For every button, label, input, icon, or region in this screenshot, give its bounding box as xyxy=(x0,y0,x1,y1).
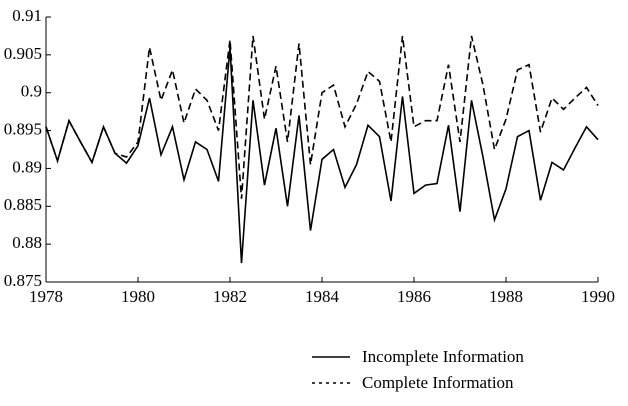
y-tick-label: 0.885 xyxy=(4,195,42,214)
legend-label: Incomplete Information xyxy=(362,347,524,366)
x-tick-label: 1988 xyxy=(489,287,523,306)
x-tick-label: 1982 xyxy=(213,287,247,306)
y-tick-label: 0.9 xyxy=(21,82,42,101)
y-tick-label: 0.91 xyxy=(12,6,42,25)
y-tick-label: 0.905 xyxy=(4,44,42,63)
x-tick-label: 1984 xyxy=(305,287,340,306)
y-tick-label: 0.875 xyxy=(4,271,42,290)
y-tick-label: 0.88 xyxy=(12,233,42,252)
y-tick-label: 0.895 xyxy=(4,119,42,138)
legend-label: Complete Information xyxy=(362,373,514,392)
series-line xyxy=(45,35,599,199)
x-tick-label: 1990 xyxy=(581,287,615,306)
series-line xyxy=(45,47,599,264)
x-tick-label: 1978 xyxy=(29,287,63,306)
x-tick-label: 1986 xyxy=(397,287,431,306)
x-tick-label: 1980 xyxy=(121,287,155,306)
y-tick-label: 0.89 xyxy=(12,157,42,176)
